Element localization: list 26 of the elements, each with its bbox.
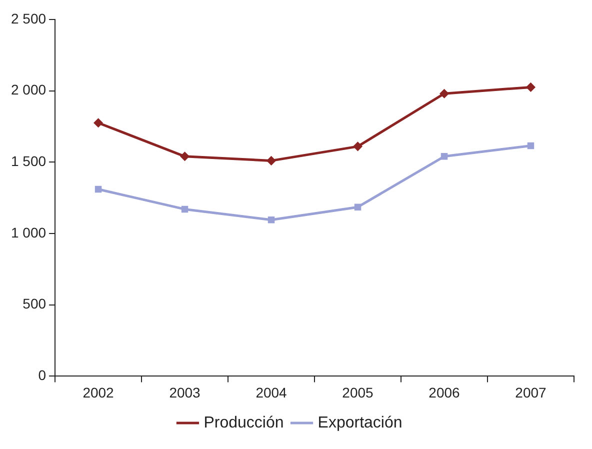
point bbox=[94, 186, 102, 193]
x-tick-label: 2005 bbox=[342, 384, 374, 400]
point bbox=[354, 142, 362, 151]
point bbox=[527, 142, 534, 150]
y-tick-label: 1 500 bbox=[10, 152, 46, 169]
y-tick-label: 500 bbox=[22, 296, 46, 312]
point bbox=[181, 206, 188, 213]
x-tick-label: 2002 bbox=[82, 384, 114, 400]
point bbox=[526, 82, 536, 92]
point bbox=[440, 153, 448, 160]
x-tick-label: 2003 bbox=[169, 384, 201, 400]
x-tick-label: 2004 bbox=[256, 384, 288, 400]
x-tick-label: 2006 bbox=[428, 384, 460, 400]
point bbox=[440, 89, 449, 98]
point bbox=[180, 152, 190, 161]
legend-label: Producción bbox=[204, 414, 284, 432]
point bbox=[268, 216, 275, 224]
point bbox=[354, 204, 362, 210]
x-tick-label: 2007 bbox=[515, 384, 547, 400]
legend-label: Exportación bbox=[318, 414, 402, 432]
point bbox=[94, 118, 103, 128]
y-tick-label: 0 bbox=[38, 367, 46, 384]
point bbox=[267, 156, 276, 165]
y-tick-label: 1 000 bbox=[10, 224, 46, 240]
y-tick-label: 2 000 bbox=[10, 82, 46, 98]
y-tick-label: 2 500 bbox=[10, 10, 46, 26]
